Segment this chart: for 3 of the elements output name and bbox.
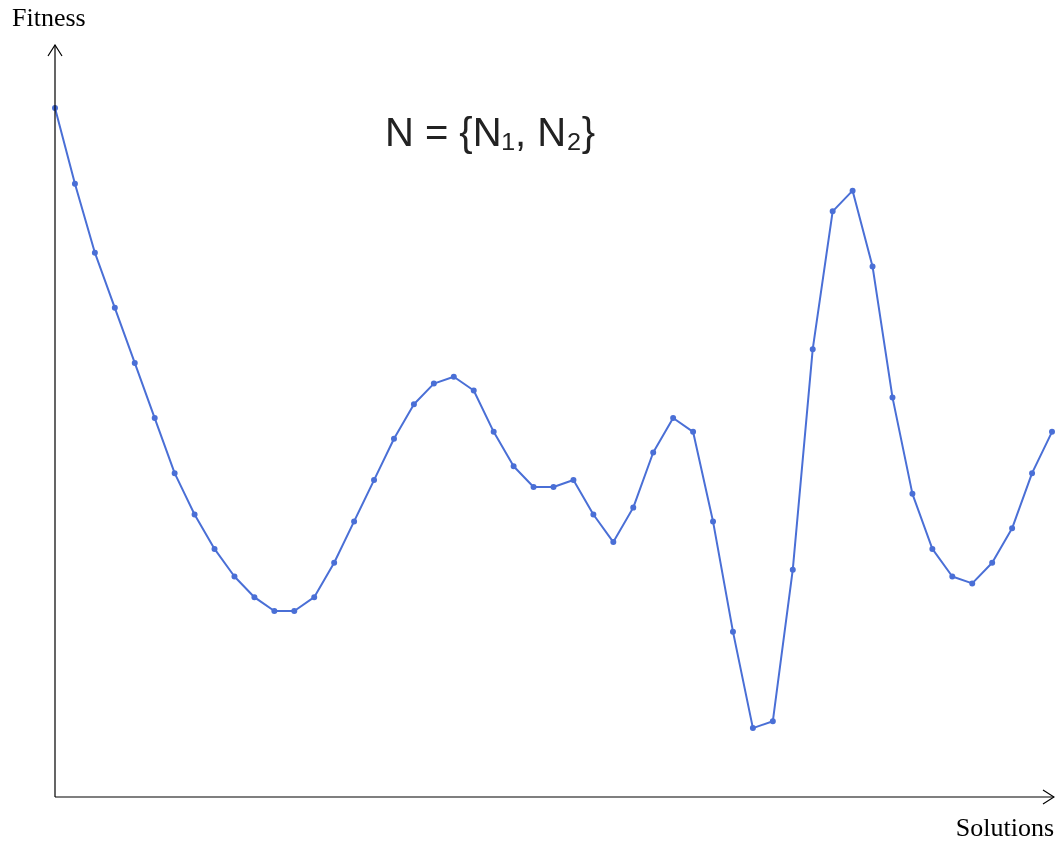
annotation: N = {N₁, N₂} [384, 110, 596, 155]
x-axis-title: Solutions [955, 812, 1054, 842]
y-axis-title: Fitness [12, 2, 86, 32]
